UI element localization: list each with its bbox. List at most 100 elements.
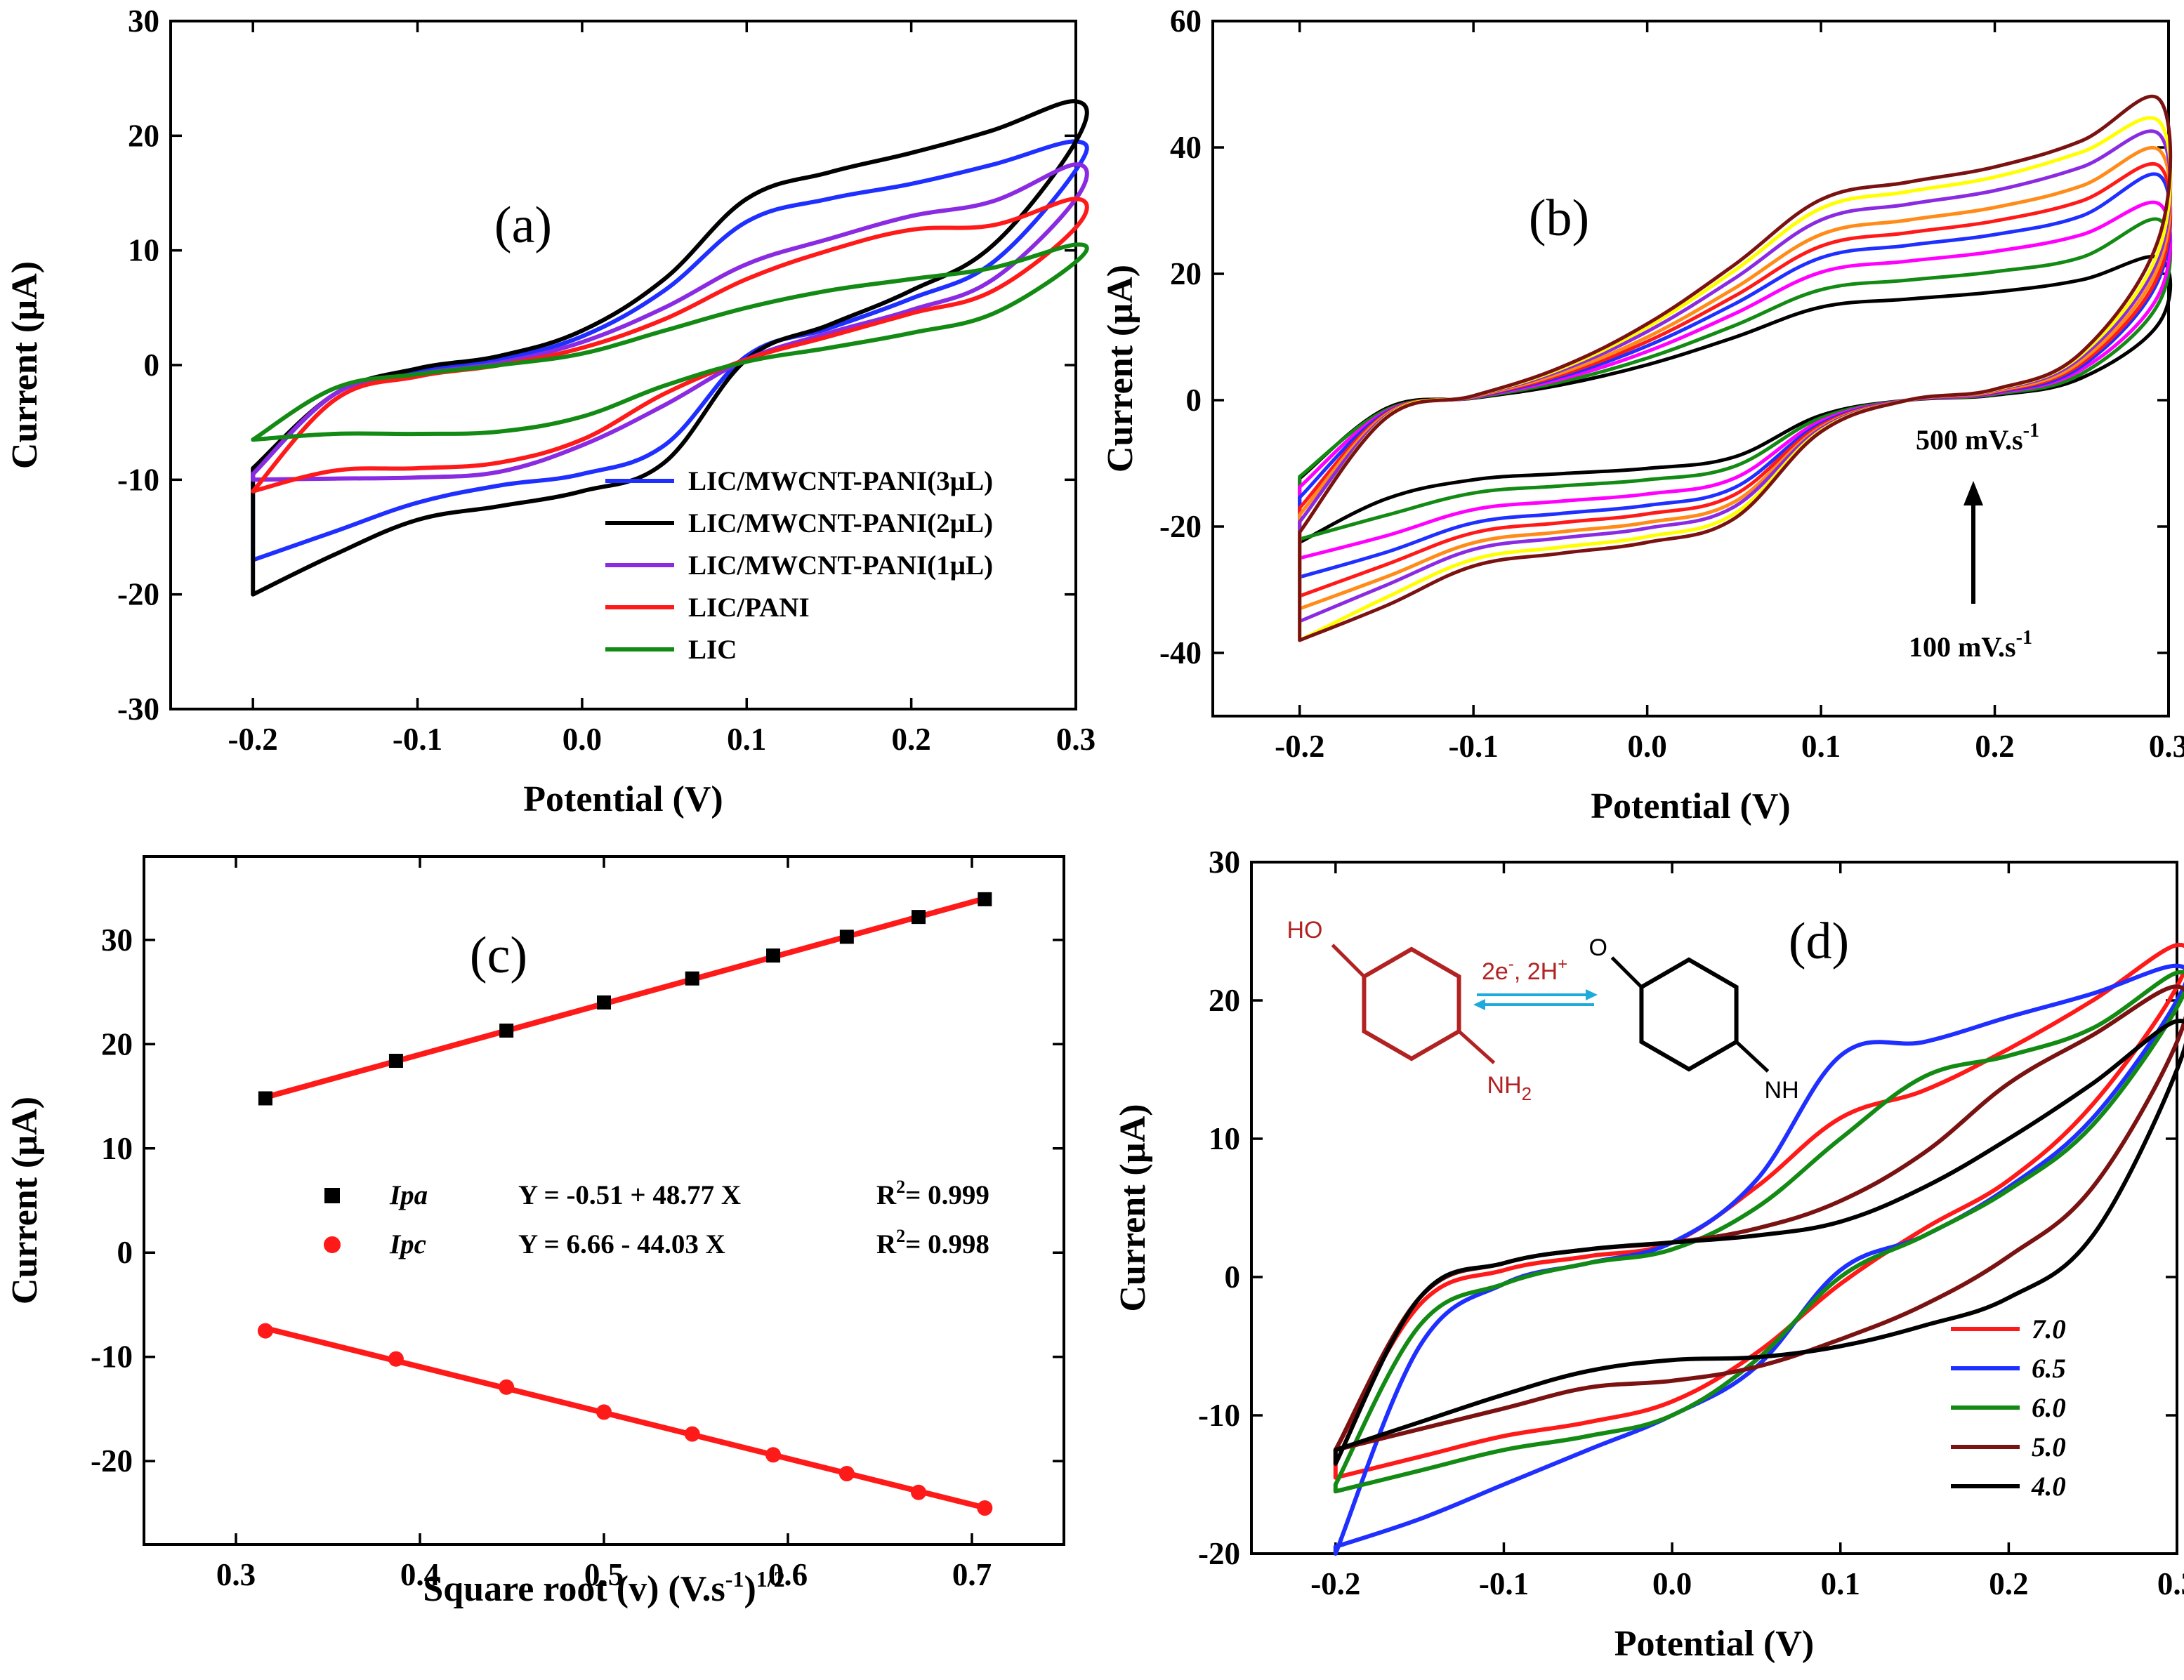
y-tick-label: -30	[117, 692, 159, 727]
y-tick-label: -10	[91, 1340, 133, 1375]
y-ticks: -20 -10 0 10 20 30	[91, 922, 1064, 1479]
y-tick-label: 0	[117, 1235, 133, 1270]
x-axis-label: Square root (v) (V.s-1)1/2	[423, 1566, 784, 1609]
y-axis-label: Current (µA)	[1113, 1104, 1153, 1311]
x-axis-label: Potential (V)	[523, 779, 723, 819]
y-tick-label: 20	[1170, 256, 1202, 291]
curves	[1333, 942, 2184, 1556]
y-tick-label: 40	[1170, 130, 1202, 165]
x-tick-label: -0.1	[1479, 1566, 1529, 1601]
x-tick-label: 0.2	[1975, 729, 2014, 764]
legend-label: 6.5	[2032, 1354, 2066, 1384]
legend-label: LIC	[688, 635, 737, 665]
data-point	[388, 1054, 403, 1069]
x-tick-label: 0.2	[892, 722, 931, 757]
x-ticks: -0.2 -0.1 0.0 0.1 0.2 0.3	[1275, 21, 2184, 764]
legend-label: LIC/MWCNT-PANI(2µL)	[688, 508, 993, 538]
quinoneimine-o-bond	[1610, 956, 1643, 988]
quinoneimine-nh-bond	[1735, 1040, 1770, 1073]
cv-curve	[1298, 200, 2173, 560]
data-point	[977, 1500, 993, 1516]
cv-curve	[251, 99, 1089, 597]
x-axis-label: Potential (V)	[1614, 1624, 1814, 1664]
data-point	[838, 1466, 855, 1482]
data-point	[911, 1484, 927, 1500]
data-point	[766, 948, 781, 963]
data-point	[685, 971, 699, 986]
legend-label: Ipa	[389, 1180, 428, 1210]
data-point	[912, 910, 926, 925]
y-tick-label: -10	[1198, 1398, 1240, 1433]
x-tick-label: 0.1	[1801, 729, 1841, 764]
legend-marker	[324, 1188, 340, 1203]
cv-curve	[1333, 942, 2184, 1480]
cv-curve	[1333, 1019, 2184, 1466]
aminophenol-nh-label: NH2	[1487, 1072, 1532, 1104]
x-tick-label: 0.4	[400, 1557, 440, 1592]
fit-line	[264, 895, 986, 1100]
series-ipc	[257, 1323, 993, 1516]
aminophenol-ring	[1362, 946, 1461, 1061]
y-axis-label: Current (µA)	[5, 1097, 45, 1304]
data-point	[978, 892, 992, 906]
panel-b: -0.2 -0.1 0.0 0.1 0.2 0.3 -40 -20 0 20 40 60 Potenti…	[1100, 4, 2184, 826]
data-point	[684, 1426, 700, 1442]
x-tick-label: -0.2	[228, 722, 278, 757]
data-point	[765, 1447, 782, 1463]
legend: Ipa Y = -0.51 + 48.77 X R2= 0.999 Ipc Y = 6.…	[324, 1177, 989, 1259]
quinoneimine-o-label: O	[1588, 934, 1607, 961]
cv-curve	[1298, 94, 2173, 642]
data-point	[839, 930, 854, 944]
panel-d: -0.2 -0.1 0.0 0.1 0.2 0.3 -20 -10 0 10 20 30 Potenti…	[1113, 845, 2184, 1664]
cv-curve	[251, 162, 1089, 482]
reaction-scheme: HO NH2 2e-, 2H+ O NH	[1287, 917, 1798, 1104]
y-tick-label: -20	[117, 577, 159, 612]
panel-label: (b)	[1529, 190, 1589, 247]
y-tick-label: 10	[1209, 1121, 1240, 1156]
equilibrium-arrow-forward-head	[1586, 989, 1598, 1000]
x-tick-label: -0.1	[393, 722, 442, 757]
x-tick-label: -0.2	[1310, 1566, 1360, 1601]
x-tick-label: 0.5	[584, 1557, 624, 1592]
legend: 7.0 6.5 6.0 5.0 4.0	[1951, 1314, 2066, 1502]
x-ticks: -0.2 -0.1 0.0 0.1 0.2 0.3	[1310, 862, 2184, 1601]
annotation-top: 500 mV.s-1	[1916, 420, 2039, 456]
x-tick-label: 0.7	[952, 1557, 992, 1592]
data-point	[499, 1023, 514, 1038]
curves	[1298, 94, 2173, 642]
data-point	[596, 1404, 612, 1420]
x-tick-label: 0.1	[1821, 1566, 1860, 1601]
y-tick-label: 30	[128, 4, 159, 39]
legend: LIC/MWCNT-PANI(3µL) LIC/MWCNT-PANI(2µL) LI…	[605, 466, 993, 665]
aminophenol-nh2-bond	[1457, 1030, 1496, 1064]
data-point	[388, 1351, 404, 1367]
plot-frame	[1250, 861, 2178, 1555]
scan-rate-arrow-head	[1963, 481, 1983, 505]
x-ticks: 0.3 0.4 0.5 0.6 0.7	[216, 856, 992, 1592]
x-tick-label: 0.1	[727, 722, 766, 757]
y-tick-label: 10	[101, 1131, 133, 1166]
fit-equation: Y = 6.66 - 44.03 X	[518, 1229, 725, 1259]
series-ipa	[258, 892, 992, 1106]
legend-label: 7.0	[2032, 1314, 2066, 1344]
panel-label: (c)	[470, 927, 527, 984]
cv-curve	[1298, 254, 2173, 544]
x-tick-label: 0.0	[563, 722, 602, 757]
data-point	[258, 1091, 272, 1106]
legend-label: 5.0	[2032, 1432, 2066, 1462]
x-tick-label: -0.2	[1275, 729, 1324, 764]
panel-label: (a)	[494, 197, 552, 254]
data-point	[597, 995, 611, 1010]
aminophenol-oh-bond	[1331, 944, 1366, 978]
fit-equation: Y = -0.51 + 48.77 X	[518, 1180, 741, 1210]
fit-r-squared: R2= 0.999	[876, 1177, 989, 1210]
y-tick-label: 20	[101, 1026, 133, 1061]
x-tick-label: 0.6	[768, 1557, 808, 1592]
x-tick-label: 0.0	[1628, 729, 1667, 764]
y-tick-label: 0	[144, 348, 160, 383]
x-ticks: -0.2 -0.1 0.0 0.1 0.2 0.3	[228, 21, 1096, 757]
x-tick-label: -0.1	[1449, 729, 1499, 764]
y-tick-label: 30	[1209, 845, 1240, 880]
legend-label: 6.0	[2032, 1393, 2066, 1423]
